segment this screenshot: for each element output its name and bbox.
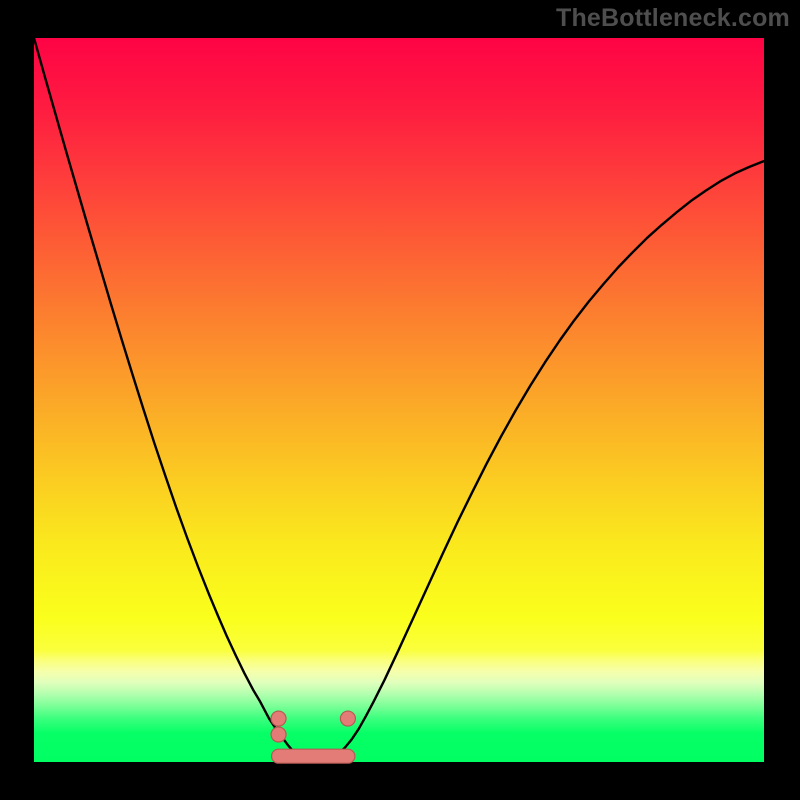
chart-background [34,38,764,762]
bottom-dot [271,727,286,742]
bottom-bar [272,749,355,763]
bottom-dot [271,711,286,726]
bottleneck-chart [0,0,800,800]
watermark-text: TheBottleneck.com [556,4,790,33]
bottom-dot [340,711,355,726]
